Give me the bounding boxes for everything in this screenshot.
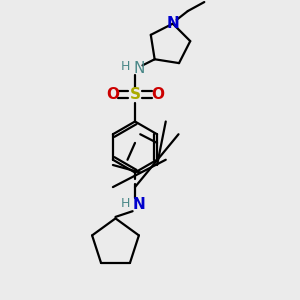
Text: O: O bbox=[151, 87, 164, 102]
Text: N: N bbox=[167, 16, 179, 31]
Text: N: N bbox=[134, 61, 145, 76]
Text: H: H bbox=[121, 196, 130, 210]
Text: O: O bbox=[106, 87, 119, 102]
Text: S: S bbox=[130, 87, 140, 102]
Text: N: N bbox=[133, 197, 146, 212]
Text: H: H bbox=[121, 60, 130, 74]
